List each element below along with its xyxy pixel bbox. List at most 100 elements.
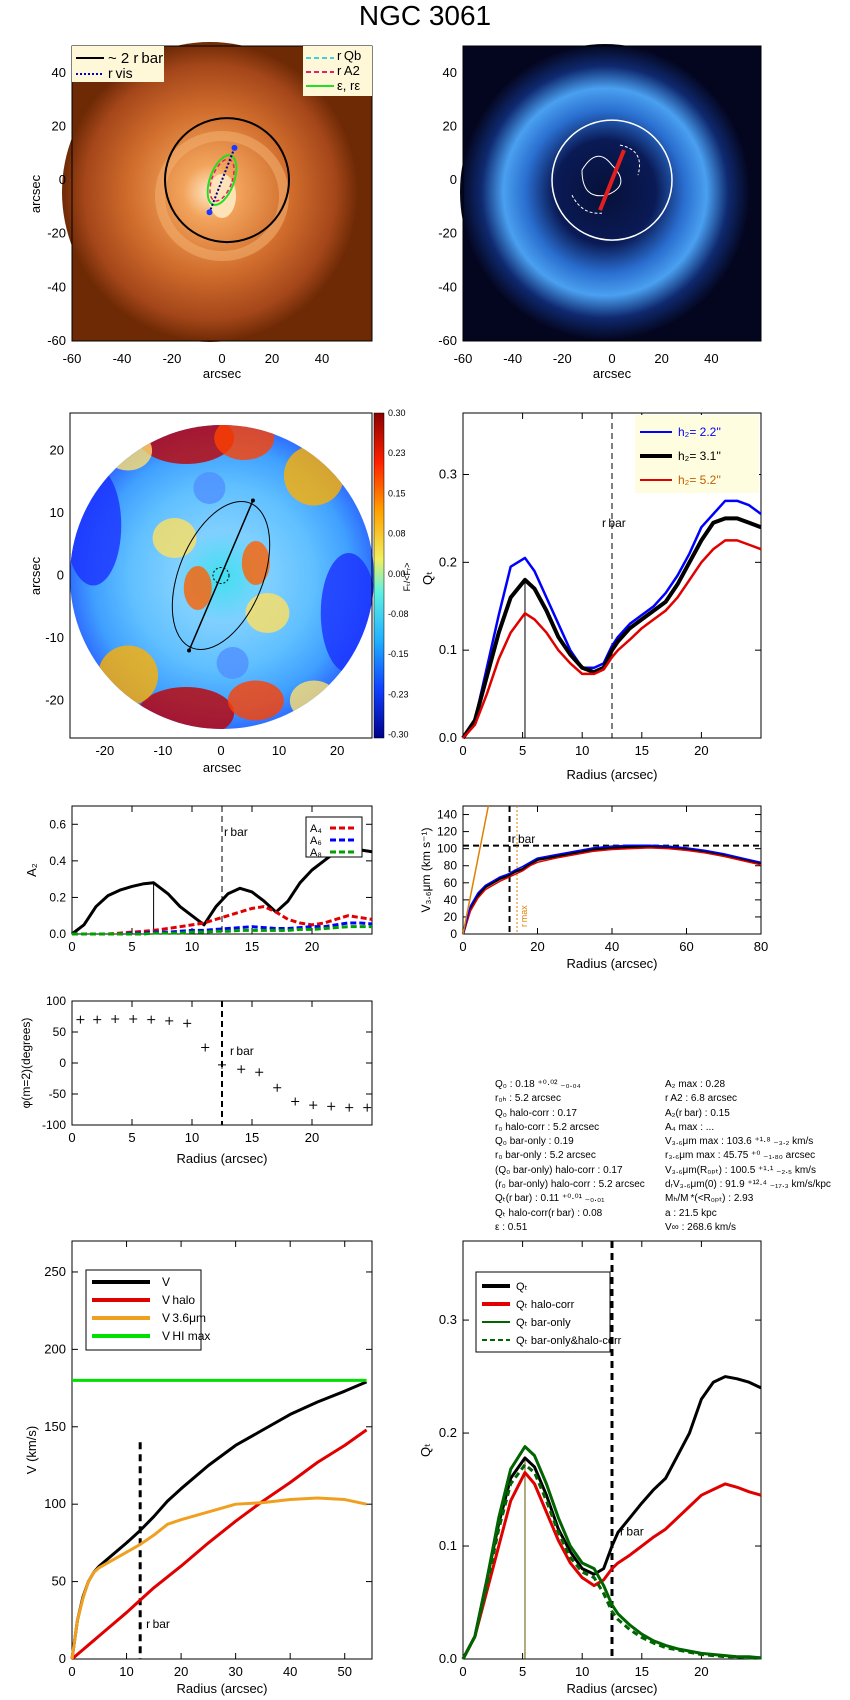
legend-label: r A2 bbox=[337, 63, 360, 78]
legend-label: r vis bbox=[108, 65, 133, 81]
y-tick-label: 20 bbox=[444, 910, 458, 924]
phi-point bbox=[201, 1043, 210, 1052]
y-axis-title: V (km/s) bbox=[24, 1426, 39, 1474]
parameter-column-right: A₂ max : 0.28 r A2 : 6.8 arcsec A₂(r bar) … bbox=[665, 1078, 831, 1235]
y-tick-label: -100 bbox=[42, 1118, 66, 1132]
rc-series-line bbox=[71, 1428, 368, 1661]
contour bbox=[571, 144, 640, 214]
x-tick-label: 40 bbox=[283, 1664, 297, 1679]
y-tick-label: 100 bbox=[437, 842, 457, 856]
parameter-line: V₃.₆μm max : 103.6 ⁺¹·⁸ ₋₃.₂ km/s bbox=[665, 1136, 814, 1148]
y-tick-label: 50 bbox=[52, 1574, 66, 1589]
qt-series-line bbox=[462, 539, 762, 739]
x-tick-label: 20 bbox=[305, 1130, 319, 1145]
map-patch bbox=[227, 680, 284, 721]
colorbar-tick-label: 0.00 bbox=[388, 569, 406, 579]
y-axis-title: arcsec bbox=[28, 174, 43, 213]
y-tick-label: 20 bbox=[50, 443, 64, 458]
y-tick-label: 0.2 bbox=[49, 890, 66, 904]
y-tick-label: 0 bbox=[59, 1651, 66, 1666]
marker-bar-end bbox=[206, 209, 213, 216]
v36-series-line bbox=[462, 805, 490, 935]
plot-frame bbox=[69, 412, 373, 739]
parameter-line: Q₀ bar-only : 0.19 bbox=[495, 1136, 574, 1148]
phi-point bbox=[237, 1065, 246, 1074]
legend-label: A₈ bbox=[310, 847, 322, 859]
x-tick-label: 0 bbox=[68, 939, 75, 954]
x-tick-label: 40 bbox=[605, 939, 619, 954]
marker bbox=[250, 498, 255, 503]
x-tick-label: -20 bbox=[95, 743, 114, 758]
rbar-label: r bar bbox=[230, 1044, 254, 1058]
legend-label: V bbox=[162, 1275, 170, 1289]
x-tick-label: 5 bbox=[128, 1130, 135, 1145]
x-axis-title: Radius (arcsec) bbox=[566, 956, 657, 971]
plot-frame bbox=[462, 805, 762, 935]
phi-point bbox=[273, 1083, 282, 1092]
map-patch bbox=[138, 425, 235, 464]
x-tick-label: 0 bbox=[459, 1664, 466, 1679]
y-tick-label: 100 bbox=[44, 1496, 66, 1511]
ring-2rbar bbox=[164, 117, 290, 244]
x-tick-label: 60 bbox=[679, 939, 693, 954]
x-tick-label: 20 bbox=[694, 1664, 708, 1679]
legend-box bbox=[72, 46, 164, 82]
phi-point bbox=[345, 1103, 354, 1112]
rbar-label: r bar bbox=[146, 1617, 170, 1631]
x-tick-label: 0 bbox=[459, 743, 466, 758]
rc-series-line bbox=[70, 1496, 367, 1660]
qt2-series-line bbox=[461, 1375, 762, 1660]
x-tick-label: 15 bbox=[245, 939, 259, 954]
image-panel-2: -60 -40 -20 0 20 40 -60 -40 -20 0 20 40 arcsec bbox=[438, 44, 762, 381]
parameter-line: A₂(r bar) : 0.15 bbox=[665, 1107, 730, 1119]
parameter-line: V₃.₆μm(R₀ₚₜ) : 100.5 ⁺¹·¹ ₋₂.₅ km/s bbox=[665, 1164, 816, 1176]
legend-label: Qₜ bbox=[516, 1281, 528, 1293]
bar-axis-line bbox=[598, 149, 626, 211]
phi-point bbox=[363, 1103, 372, 1112]
plot-frame bbox=[71, 1240, 373, 1660]
y-tick-label: 40 bbox=[444, 893, 458, 907]
parameter-line: V∞ : 268.6 km/s bbox=[665, 1221, 737, 1233]
v36-panel: 0 20 40 60 80 0 20 40 60 80 100 120 140 r bar r max V₃.… bbox=[419, 805, 768, 971]
y-tick-label: 0.3 bbox=[439, 1312, 457, 1327]
parameter-line: Q₀ : 0.18 ⁺⁰·⁰² ₋₀.₀₄ bbox=[495, 1079, 581, 1090]
x-tick-label: 0 bbox=[218, 351, 225, 366]
rmax-label: r max bbox=[519, 905, 529, 927]
x-tick-label: -60 bbox=[454, 351, 473, 366]
x-tick-label: 40 bbox=[704, 351, 718, 366]
y-tick-label: -10 bbox=[45, 630, 64, 645]
parameter-line: Mₕ/M *(<R₀ₚₜ) : 2.93 bbox=[665, 1193, 754, 1205]
phi-point bbox=[309, 1101, 318, 1110]
x-tick-label: 50 bbox=[337, 1664, 351, 1679]
x-axis-title: Radius (arcsec) bbox=[566, 767, 657, 782]
x-tick-label: 0 bbox=[459, 939, 466, 954]
a2-series-line bbox=[71, 846, 373, 936]
x-tick-label: 20 bbox=[530, 939, 544, 954]
contour bbox=[581, 155, 622, 197]
parameter-line: r₃.₆μm max : 45.75 ⁺⁰ ₋₁.₈₀ arcsec bbox=[665, 1150, 816, 1162]
colorbar-tick-label: -0.15 bbox=[388, 649, 409, 659]
parameter-line: r₀ bar-only : 5.2 arcsec bbox=[495, 1150, 596, 1162]
legend-label: r Qb bbox=[337, 48, 361, 63]
y-tick-label: 0.6 bbox=[49, 817, 66, 831]
x-tick-label: 10 bbox=[575, 743, 589, 758]
center-circle bbox=[212, 567, 230, 584]
parameter-column-left: Q₀ : 0.18 ⁺⁰·⁰² ₋₀.₀₄ r₀ₕ : 5.2 arcsec Q₀ … bbox=[495, 1078, 645, 1235]
y-tick-label: 0.2 bbox=[439, 554, 457, 569]
x-tick-label: 15 bbox=[635, 743, 649, 758]
x-tick-label: 10 bbox=[272, 743, 286, 758]
qt-panel: 0 5 10 15 20 0.0 0.1 0.2 0.3 r bar h₂= 2.2'' h₂= 3.… bbox=[420, 412, 762, 782]
x-tick-label: 10 bbox=[119, 1664, 133, 1679]
legend-label: V HI max bbox=[162, 1329, 210, 1343]
bar-axis-line bbox=[188, 500, 254, 651]
legend-label: h₂= 2.2'' bbox=[678, 425, 721, 439]
y-tick-label: 0 bbox=[450, 172, 457, 187]
x-tick-label: 20 bbox=[330, 743, 344, 758]
y-tick-label: 200 bbox=[44, 1341, 66, 1356]
parameter-table: Q₀ : 0.18 ⁺⁰·⁰² ₋₀.₀₄ r₀ₕ : 5.2 arcsec Q₀ … bbox=[495, 1078, 840, 1308]
rbar-label: r bar bbox=[512, 832, 536, 846]
map-patch bbox=[98, 645, 159, 706]
parameter-line: A₂ max : 0.28 bbox=[665, 1079, 726, 1090]
qt2-series-line bbox=[461, 1463, 761, 1660]
